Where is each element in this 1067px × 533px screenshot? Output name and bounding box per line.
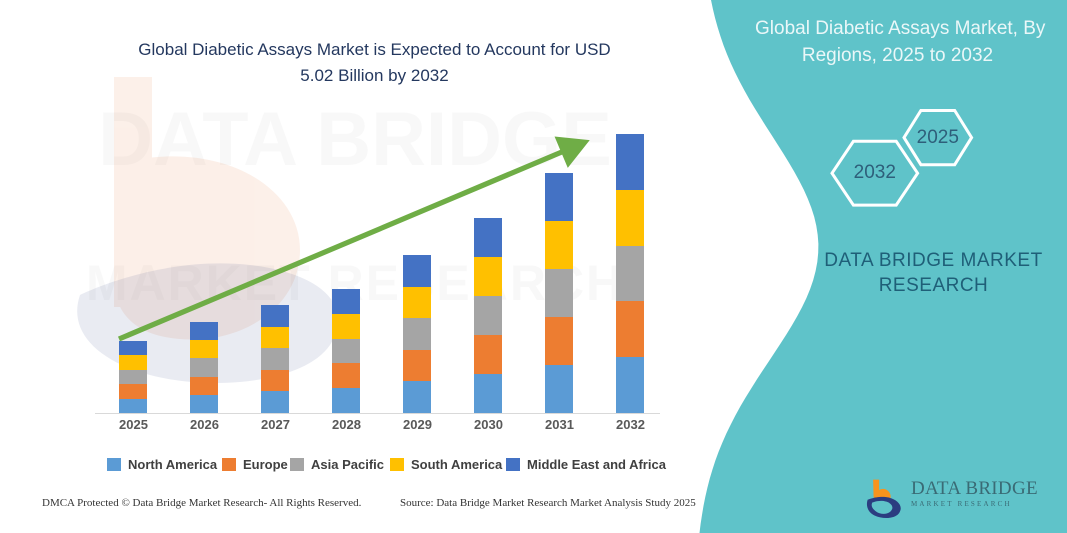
svg-text:2032: 2032 — [854, 162, 896, 183]
svg-text:2025: 2025 — [917, 127, 959, 148]
